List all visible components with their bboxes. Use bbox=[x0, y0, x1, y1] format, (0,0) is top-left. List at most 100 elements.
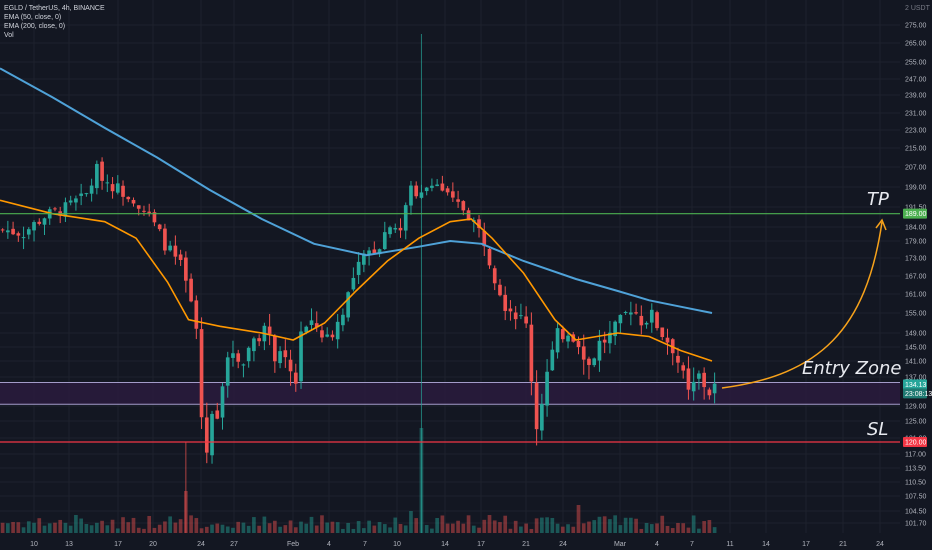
y-tick-label: 275.00 bbox=[905, 23, 927, 30]
sl-annotation[interactable]: SL bbox=[867, 419, 889, 440]
y-tick-label: 155.00 bbox=[905, 311, 927, 318]
sl-price-tag-bg bbox=[903, 437, 927, 447]
y-tick-label: 191.50 bbox=[905, 205, 927, 212]
volume-bar bbox=[246, 525, 251, 533]
x-tick-label: Feb bbox=[287, 541, 299, 548]
candle-body bbox=[398, 227, 403, 231]
y-tick-label: 239.00 bbox=[905, 93, 927, 100]
entry-zone-band bbox=[0, 382, 900, 405]
x-tick-label: 17 bbox=[114, 541, 122, 548]
candle-body bbox=[152, 212, 157, 223]
candle-body bbox=[498, 284, 502, 296]
candle-body bbox=[697, 373, 701, 379]
candle-body bbox=[712, 383, 717, 394]
y-tick-label: 104.50 bbox=[905, 509, 927, 516]
candle-body bbox=[11, 228, 15, 235]
x-tick-label: Mar bbox=[614, 541, 627, 548]
candle-body bbox=[372, 249, 377, 254]
volume-bar bbox=[466, 515, 471, 533]
ema50-line bbox=[0, 199, 713, 362]
candle-body bbox=[189, 278, 193, 302]
symbol-title[interactable]: EGLD / TetherUS, 4h, BINANCE bbox=[4, 5, 105, 12]
candle-body bbox=[37, 221, 42, 224]
volume-bar bbox=[79, 518, 83, 533]
y-tick-label: 167.00 bbox=[905, 274, 927, 281]
candle-body bbox=[351, 277, 356, 290]
candle-body bbox=[257, 338, 261, 342]
ema50-legend[interactable]: EMA (50, close, 0) bbox=[4, 14, 62, 21]
candle-body bbox=[241, 364, 246, 366]
candle-body bbox=[691, 381, 696, 392]
volume-bar bbox=[356, 521, 361, 533]
candle-body bbox=[660, 327, 665, 338]
time-axis[interactable]: 10 13 17 20 24 27 Feb 4 7 10 14 17 21 24 Mar 4 7 11 14 17 21… bbox=[30, 541, 884, 548]
volume-bar bbox=[199, 528, 204, 533]
price-axis[interactable]: 2 USDT 275.00 265.00 255.00 247.00 239.00 231.… bbox=[903, 5, 932, 528]
projection-arrow[interactable] bbox=[721, 218, 887, 389]
volume-bar bbox=[498, 522, 502, 533]
x-tick-label: 21 bbox=[522, 541, 530, 548]
volume-bar bbox=[152, 527, 157, 533]
candle-body bbox=[629, 312, 633, 315]
volume-bar bbox=[299, 521, 303, 533]
candle-body bbox=[204, 417, 209, 453]
candlesticks[interactable] bbox=[0, 34, 717, 533]
tp-annotation[interactable]: TP bbox=[867, 189, 889, 210]
currency-label: 2 USDT bbox=[905, 5, 931, 12]
volume-bar bbox=[131, 517, 136, 533]
volume-bar bbox=[225, 526, 230, 533]
volume-bar bbox=[618, 525, 623, 533]
volume-bar bbox=[665, 525, 670, 533]
volume-bar bbox=[21, 527, 26, 533]
countdown-tag: 23:08:13 bbox=[905, 391, 932, 398]
candle-body bbox=[252, 338, 256, 352]
volume-bar bbox=[320, 515, 324, 533]
ema200-legend[interactable]: EMA (200, close, 0) bbox=[4, 23, 66, 30]
y-tick-label: 129.00 bbox=[905, 404, 927, 411]
candle-body bbox=[330, 334, 335, 338]
candle-body bbox=[560, 329, 565, 340]
x-tick-label: 24 bbox=[876, 541, 884, 548]
volume-legend[interactable]: Vol bbox=[4, 32, 14, 39]
volume-bar bbox=[623, 517, 628, 533]
volume-bar bbox=[16, 522, 21, 533]
volume-bar bbox=[178, 519, 183, 533]
candle-body bbox=[231, 353, 235, 358]
x-tick-label: 21 bbox=[839, 541, 847, 548]
volume-bar bbox=[513, 520, 518, 533]
volume-bar bbox=[351, 528, 356, 533]
y-tick-label: 145.00 bbox=[905, 345, 927, 352]
entry-zone bbox=[0, 381, 900, 405]
level-lines[interactable] bbox=[0, 213, 900, 443]
volume-bar bbox=[597, 516, 602, 533]
candle-body bbox=[32, 222, 36, 231]
volume-bar bbox=[53, 522, 57, 533]
y-tick-label: 110.50 bbox=[905, 480, 926, 487]
volume-bars bbox=[0, 428, 717, 533]
y-tick-label: 161.00 bbox=[905, 292, 927, 299]
x-tick-label: 7 bbox=[363, 541, 367, 548]
countdown-tag-bg bbox=[903, 388, 927, 399]
candle-body bbox=[142, 210, 146, 212]
volume-bar bbox=[487, 515, 492, 533]
volume-bar bbox=[440, 515, 445, 533]
volume-bar bbox=[252, 517, 256, 533]
candle-body bbox=[555, 328, 560, 353]
candle-body bbox=[184, 257, 188, 281]
candle-body bbox=[566, 335, 570, 342]
ema200-line bbox=[0, 67, 713, 314]
entry-zone-annotation[interactable]: Entry Zone bbox=[802, 358, 902, 379]
x-tick-label: 14 bbox=[762, 541, 770, 548]
x-tick-label: 4 bbox=[327, 541, 331, 548]
volume-bar bbox=[660, 515, 665, 533]
candle-body bbox=[100, 161, 104, 181]
candle-body bbox=[304, 326, 309, 333]
volume-bar bbox=[592, 520, 597, 533]
volume-bar bbox=[157, 524, 162, 533]
candle-body bbox=[68, 200, 73, 203]
candle-body bbox=[618, 314, 623, 324]
volume-bar bbox=[341, 528, 345, 533]
volume-bar bbox=[58, 519, 63, 533]
volume-bar bbox=[712, 527, 717, 533]
